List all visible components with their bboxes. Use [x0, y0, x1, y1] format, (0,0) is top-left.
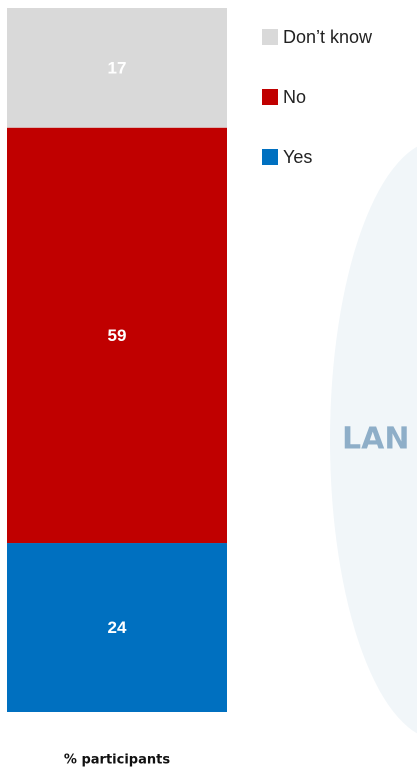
legend-label: No — [283, 87, 306, 107]
legend-label: Don’t know — [283, 27, 373, 47]
bar-segment — [7, 8, 227, 128]
watermark-shape — [330, 146, 417, 734]
data-label: 17 — [108, 58, 127, 77]
bar-segment — [7, 543, 227, 712]
legend-label: Yes — [283, 147, 312, 167]
x-axis-label: % participants — [64, 753, 170, 768]
data-label: 24 — [108, 618, 127, 637]
data-label: 59 — [108, 326, 127, 345]
legend-swatch — [262, 89, 278, 105]
legend-swatch — [262, 149, 278, 165]
bar-segment — [7, 127, 227, 544]
watermark: LAN — [342, 422, 409, 457]
legend-swatch — [262, 29, 278, 45]
